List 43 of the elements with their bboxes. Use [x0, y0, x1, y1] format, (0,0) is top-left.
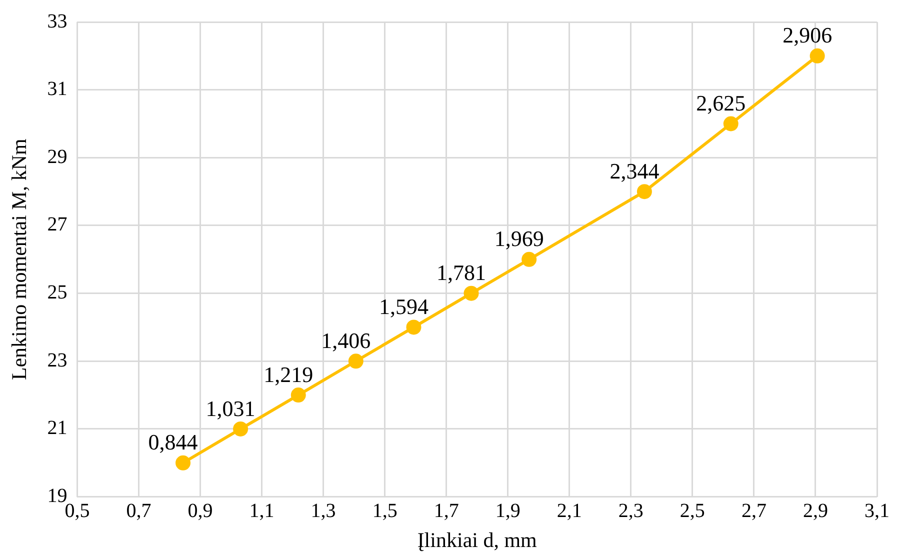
x-tick-label: 2,3: [618, 500, 644, 522]
x-tick-label: 2,7: [741, 500, 766, 522]
x-tick-label: 2,1: [556, 500, 582, 522]
point: [406, 320, 422, 335]
point: [464, 286, 479, 301]
x-tick-label: 0,7: [126, 500, 152, 522]
y-tick-label: 31: [47, 78, 68, 100]
point: [636, 184, 652, 200]
x-tick-label: 3,1: [864, 500, 890, 522]
x-tick-label: 2,5: [680, 500, 705, 522]
y-tick-label: 21: [47, 417, 68, 440]
x-tick-label: 0,9: [188, 500, 213, 522]
point: [348, 354, 364, 369]
annotation: 1,594: [378, 294, 428, 320]
y-tick-label: 23: [47, 349, 68, 372]
annotation: 2,625: [696, 90, 746, 116]
y-tick-label: 27: [47, 214, 68, 236]
x-tick-label: 2,9: [802, 500, 828, 522]
y-tick-label: 33: [47, 10, 68, 32]
annotation: 1,781: [436, 260, 486, 286]
annotation: 1,406: [321, 328, 371, 353]
x-tick-label: 1,9: [495, 500, 520, 522]
x-tick-label: 1,5: [372, 500, 398, 522]
point: [176, 455, 191, 470]
point: [810, 48, 825, 64]
x-tick-label: 1,3: [310, 500, 336, 522]
x-tick-label: 0,5: [64, 500, 90, 522]
y-tick-label: 29: [47, 146, 68, 168]
annotation: 0,844: [148, 430, 198, 455]
point: [522, 252, 537, 267]
point: [290, 388, 306, 403]
x-axis-title: Įlinkiai d, mm: [417, 528, 537, 552]
annotation: 1,219: [264, 362, 314, 387]
annotation: 1,969: [494, 226, 544, 252]
x-tick-label: 1,7: [434, 500, 459, 522]
annotation: 2,344: [610, 158, 660, 184]
annotation: 1,031: [206, 396, 256, 421]
point: [723, 116, 738, 132]
y-axis-title: Lenkimo momentai M, kNm: [7, 138, 32, 380]
y-tick-label: 25: [47, 282, 68, 304]
annotation: 2,906: [782, 22, 832, 48]
x-tick-label: 1,1: [249, 500, 274, 522]
point: [233, 421, 248, 436]
